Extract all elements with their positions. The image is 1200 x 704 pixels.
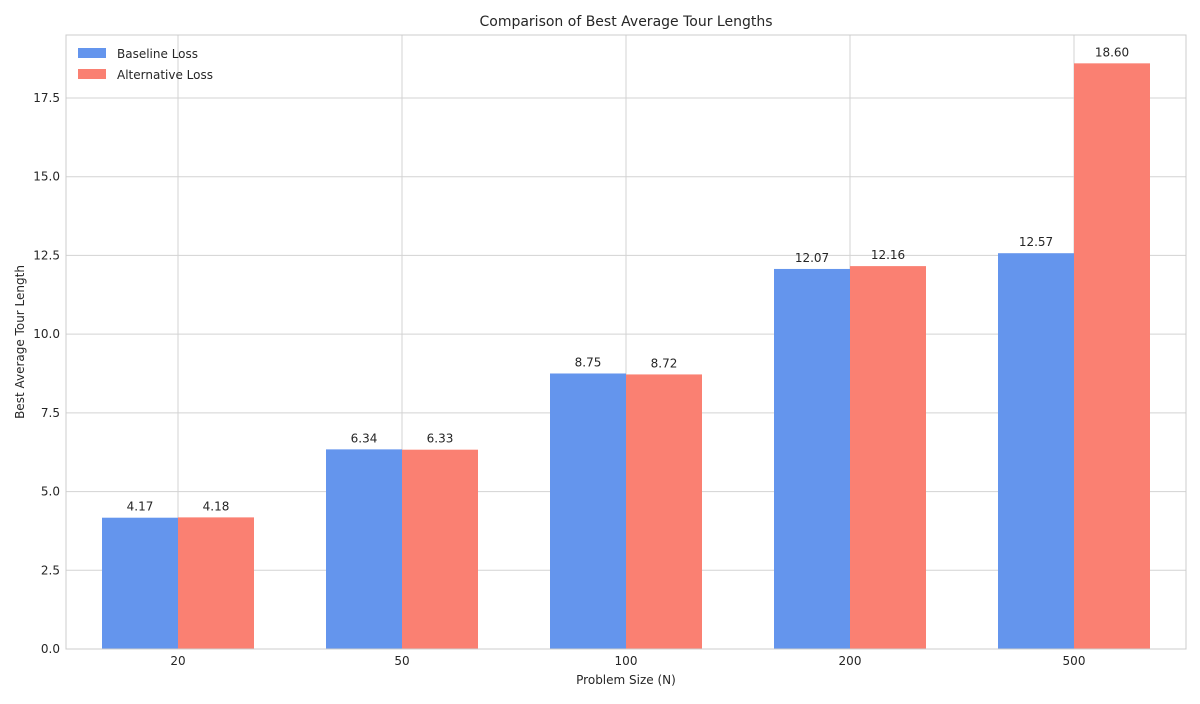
bar-baseline-50 <box>326 449 402 649</box>
bar-baseline-100 <box>550 373 626 649</box>
bar-alternative-200 <box>850 266 926 649</box>
y-tick-label: 10.0 <box>33 327 60 341</box>
data-label: 8.75 <box>575 355 602 369</box>
y-tick-label: 12.5 <box>33 248 60 262</box>
bar-baseline-500 <box>998 253 1074 649</box>
y-tick-label: 2.5 <box>41 563 60 577</box>
x-axis-label: Problem Size (N) <box>576 673 676 687</box>
data-label: 12.16 <box>871 248 905 262</box>
bar-baseline-20 <box>102 517 178 649</box>
chart-title: Comparison of Best Average Tour Lengths <box>479 14 772 30</box>
data-label: 4.17 <box>127 500 154 514</box>
x-tick-label: 100 <box>615 654 638 668</box>
data-label: 18.60 <box>1095 45 1129 59</box>
legend-swatch-baseline <box>78 48 106 58</box>
bars-layer <box>102 63 1150 650</box>
plot-frame <box>65 34 1187 650</box>
x-tick-label: 200 <box>839 654 862 668</box>
y-tick-label: 7.5 <box>41 406 60 420</box>
bar-alternative-500 <box>1074 63 1150 650</box>
bar-alternative-100 <box>626 374 702 649</box>
y-tick-label: 5.0 <box>41 485 60 499</box>
bar-baseline-200 <box>774 268 850 649</box>
x-tick-label: 50 <box>394 654 409 668</box>
y-axis-ticks: 0.0 2.5 5.0 7.5 10.0 12.5 15.0 17.5 <box>33 91 60 656</box>
y-tick-label: 15.0 <box>33 170 60 184</box>
y-tick-label: 0.0 <box>41 642 60 656</box>
data-label: 4.18 <box>203 499 230 513</box>
data-label: 12.57 <box>1019 235 1053 249</box>
bar-alternative-50 <box>402 449 478 649</box>
y-tick-label: 17.5 <box>33 91 60 105</box>
legend-label-baseline: Baseline Loss <box>117 47 198 61</box>
bar-alternative-20 <box>178 517 254 649</box>
legend-label-alternative: Alternative Loss <box>117 68 213 82</box>
x-tick-label: 20 <box>170 654 185 668</box>
data-label: 8.72 <box>651 356 678 370</box>
legend: Baseline Loss Alternative Loss <box>78 47 213 82</box>
data-label: 6.33 <box>427 432 454 446</box>
data-labels-layer: 4.17 6.34 8.75 12.07 12.57 4.18 6.33 8.72 12.16 1… <box>127 45 1130 513</box>
legend-swatch-alternative <box>78 69 106 79</box>
x-axis-ticks: 20 50 100 200 500 <box>170 654 1085 668</box>
y-axis-label: Best Average Tour Length <box>13 265 27 419</box>
data-label: 12.07 <box>795 251 829 265</box>
data-label: 6.34 <box>351 431 378 445</box>
x-tick-label: 500 <box>1063 654 1086 668</box>
